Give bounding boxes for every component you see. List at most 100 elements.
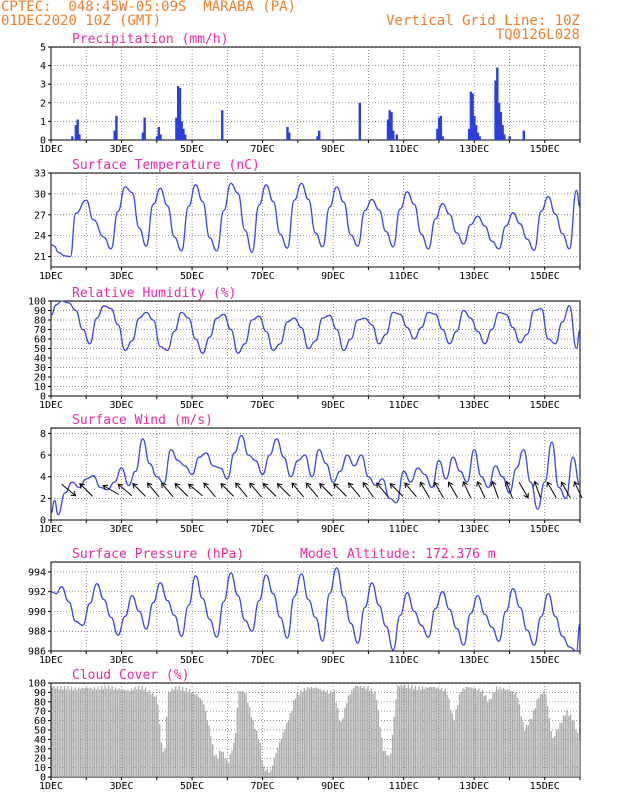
cloud-bar	[148, 689, 150, 777]
precip-bar	[388, 110, 391, 140]
cloud-bar	[543, 691, 545, 777]
cloud-bar	[167, 691, 170, 777]
cloud-bar	[314, 687, 316, 777]
pressure-date-label: 11DEC	[389, 655, 419, 666]
precip-bar	[478, 136, 481, 140]
cloud-bar	[60, 685, 62, 777]
wind-panel: 0 2 4 6 8 1DEC 3DEC 5DEC 7DEC 9DEC 11DEC 13DEC 15DEC…	[39, 413, 583, 535]
wind-arrow	[174, 483, 189, 497]
cloud-bar	[233, 742, 235, 777]
wind-arrowhead	[490, 480, 497, 487]
cloud-bar	[414, 685, 417, 777]
cloud-ytick-label: 70	[34, 707, 46, 718]
cloud-bar	[508, 690, 510, 777]
cloud-bar	[448, 698, 450, 777]
cloud-bar	[375, 699, 378, 777]
cloud-bar	[307, 686, 309, 777]
precip-bar	[476, 132, 480, 140]
cloud-bar	[451, 713, 454, 777]
precip-bar	[471, 93, 474, 140]
wind-arrow	[462, 481, 472, 499]
temp-ytick-label: 30	[34, 189, 46, 200]
rh-date-label: 5DEC	[180, 400, 204, 411]
cloud-bar	[349, 694, 351, 777]
precip-bar	[143, 117, 146, 140]
cloud-bar	[354, 685, 357, 777]
cloud-bar	[72, 690, 74, 777]
rh-date-label: 1DEC	[39, 400, 63, 411]
cloud-bar	[390, 753, 392, 777]
wind-arrow	[560, 481, 571, 499]
wind-arrow	[277, 483, 291, 497]
cloud-bar	[67, 686, 69, 777]
cloud-bar	[250, 717, 253, 777]
cloud-bar	[518, 704, 521, 777]
wind-arrowhead	[174, 482, 181, 489]
rh-date-label: 7DEC	[251, 400, 275, 411]
cloud-bar	[441, 687, 443, 777]
cloud-bar	[548, 718, 551, 777]
cloud-bar	[56, 686, 59, 777]
precip-bar	[467, 128, 471, 140]
cloud-bar	[545, 694, 547, 777]
cloud-bar	[328, 693, 330, 777]
wind-arrow	[491, 481, 499, 499]
pressure-panel: 986 988 990 992 994 1DEC 3DEC 5DEC 7DEC 9DEC 11DEC…	[28, 547, 581, 666]
wind-title: Surface Wind (m/s)	[72, 413, 213, 428]
cloud-bar	[568, 716, 570, 777]
cloud-bar	[562, 715, 565, 777]
rh-ytick-label: 10	[34, 382, 46, 393]
cloud-bar	[241, 691, 244, 777]
cloud-bar	[245, 693, 247, 777]
cloud-bar	[383, 750, 385, 777]
precip-bar	[76, 119, 79, 140]
cloud-bar	[153, 696, 156, 777]
pressure-ytick-label: 992	[28, 587, 46, 598]
cloud-bar	[527, 725, 529, 777]
cloud-bar	[550, 731, 552, 777]
rh-ytick-label: 80	[34, 316, 46, 327]
temp-date-label: 1DEC	[39, 271, 63, 282]
precip-bar	[494, 80, 497, 140]
cloud-bar	[541, 694, 544, 777]
cloud-bar	[136, 689, 138, 777]
wind-date-label: 15DEC	[530, 524, 560, 535]
cloud-bar	[397, 685, 399, 777]
cloud-bar	[479, 691, 482, 777]
wind-arrowhead	[404, 482, 410, 489]
cloud-bar	[402, 687, 404, 777]
cloud-bar	[404, 684, 406, 777]
cloud-bar	[504, 689, 506, 777]
precip-bar	[436, 128, 439, 140]
cloud-bar	[559, 722, 561, 777]
cloud-bar	[137, 685, 140, 777]
cloud-bar	[578, 740, 581, 777]
cloud-bar	[569, 714, 572, 777]
cloud-bar	[416, 690, 418, 777]
wind-arrowhead	[546, 481, 552, 488]
wind-date-label: 3DEC	[109, 524, 133, 535]
cloud-bar	[111, 686, 113, 777]
cloud-title: Cloud Cover (%)	[72, 668, 189, 683]
wind-arrow	[362, 482, 374, 498]
temp-series-line	[50, 182, 581, 258]
wind-arrow	[305, 482, 319, 498]
cloud-bar	[215, 754, 217, 777]
cloud-bar	[116, 689, 119, 777]
temp-ytick-label: 33	[34, 169, 46, 180]
cloud-bar	[384, 750, 387, 777]
cloud-bar	[338, 720, 341, 777]
wind-arrowhead	[523, 492, 529, 499]
cloud-bar	[113, 689, 115, 777]
rh-date-label: 15DEC	[530, 400, 560, 411]
cloud-bar	[345, 703, 348, 777]
precip-bar	[288, 132, 291, 140]
cloud-bar	[538, 697, 540, 777]
cloud-bar	[455, 709, 457, 777]
cloud-bar	[129, 691, 131, 777]
rh-ytick-label: 40	[34, 354, 46, 365]
precip-ytick-label: 5	[40, 43, 46, 54]
cloud-bar	[248, 707, 251, 777]
cloud-bar	[509, 691, 512, 777]
cloud-bar	[120, 689, 122, 777]
